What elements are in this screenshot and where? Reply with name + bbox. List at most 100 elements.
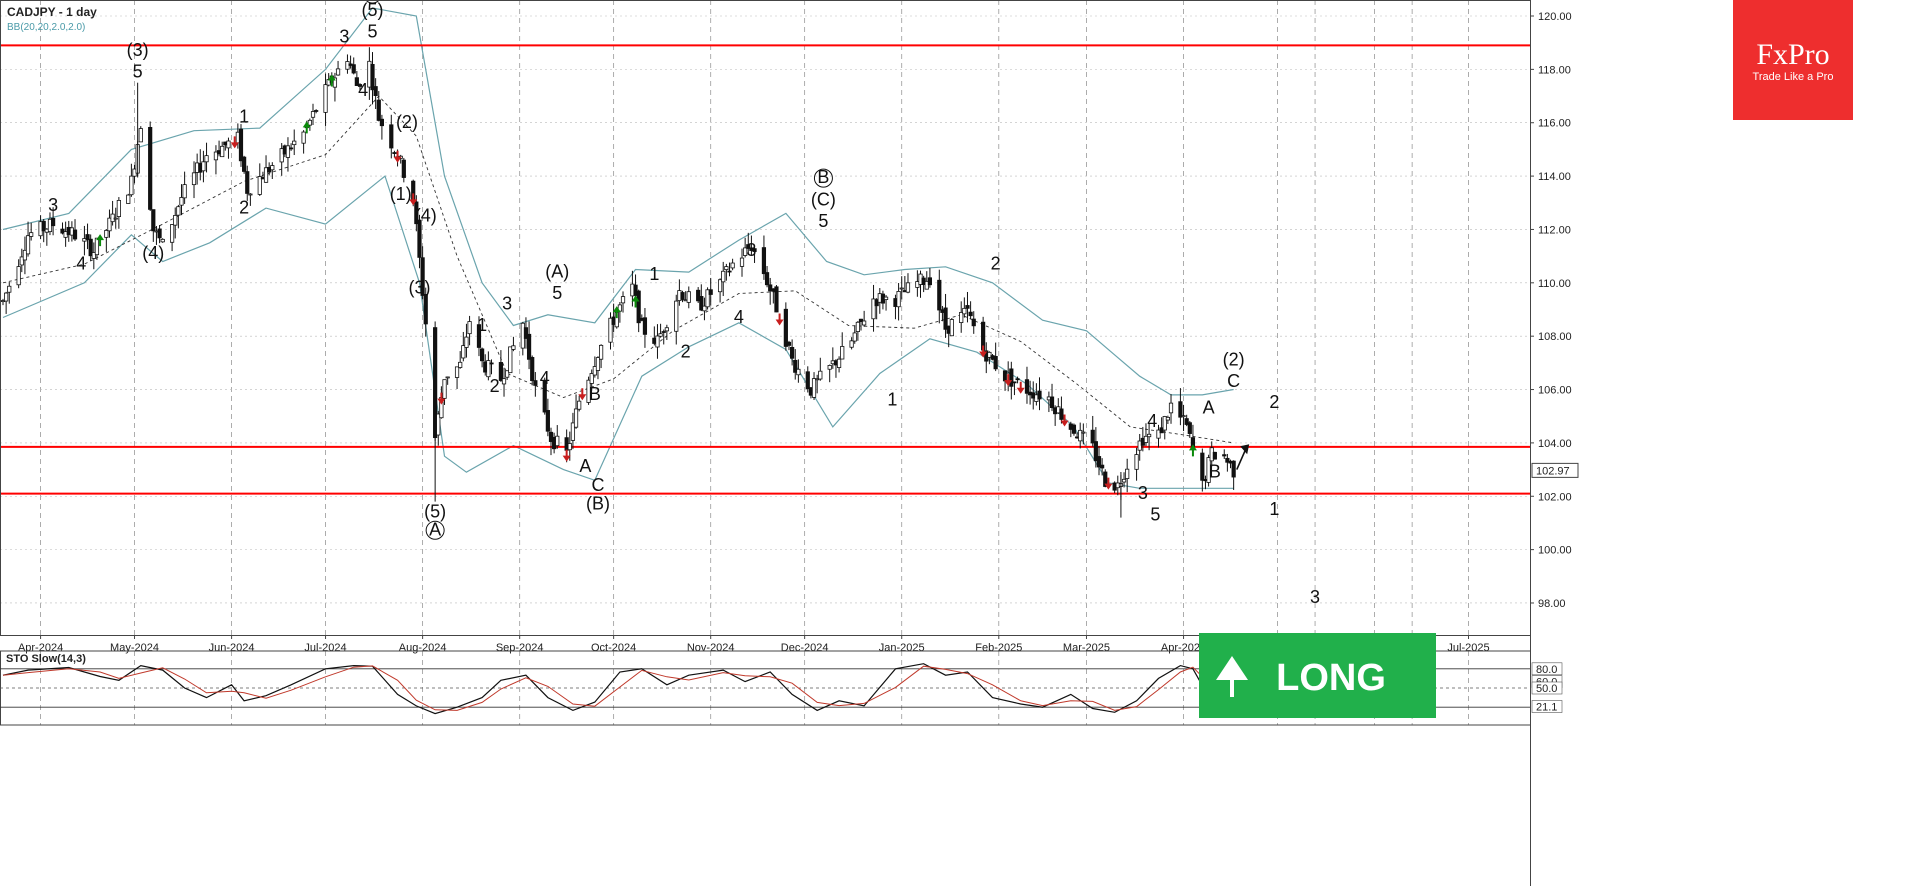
wave-label: 1	[887, 390, 897, 410]
up-signal-arrow-icon	[302, 121, 311, 134]
bb-indicator-label: BB(20,20,2.0,2.0)	[7, 22, 85, 33]
candle-body	[285, 145, 291, 158]
candle-body	[924, 280, 929, 290]
candle-body	[1009, 368, 1014, 387]
candle-body	[41, 220, 46, 232]
candle-body	[896, 291, 901, 308]
candle-body	[836, 358, 842, 368]
candle-body	[523, 327, 529, 339]
candle-body	[310, 111, 316, 118]
candle-body	[705, 289, 710, 308]
candle-body	[376, 99, 381, 121]
wave-label: A	[1203, 398, 1215, 418]
wave-label: 3	[502, 293, 512, 313]
candle-body	[458, 361, 463, 368]
candle-body	[436, 413, 441, 436]
y-tick-label: 98.00	[1538, 598, 1566, 610]
candle-body	[1206, 457, 1211, 483]
wave-label: 3	[1138, 483, 1148, 503]
candle-body	[993, 355, 998, 370]
candle-body	[201, 161, 206, 172]
candle-body	[724, 266, 729, 271]
candle-body	[129, 175, 134, 196]
candle-body	[636, 290, 641, 324]
candle-body	[464, 336, 469, 348]
candle-body	[148, 126, 153, 210]
y-tick-label: 110.00	[1538, 278, 1571, 290]
candle-body	[486, 360, 491, 378]
candle-body	[827, 365, 832, 370]
wave-label: 5	[818, 211, 828, 231]
wave-label-circled: B	[817, 167, 829, 187]
candle-body	[717, 279, 723, 293]
candle-body	[226, 140, 231, 149]
candle-body	[1100, 464, 1105, 469]
y-tick-label: 102.00	[1538, 491, 1572, 503]
wave-label: (4)	[415, 205, 437, 225]
candle-body	[257, 176, 262, 195]
candle-body	[19, 256, 24, 266]
candle-body	[680, 292, 685, 300]
y-tick-label: 100.00	[1538, 545, 1572, 557]
candle-body	[389, 124, 394, 149]
candle-body	[511, 345, 516, 350]
candle-body	[805, 371, 810, 390]
wave-label: 1	[239, 107, 249, 127]
candle-body	[786, 341, 792, 346]
bollinger-bands	[2, 7, 1234, 489]
up-signal-arrow-icon	[612, 306, 621, 319]
oscillator-right-tag	[1531, 662, 1563, 676]
oscillator-title: STO Slow(14,3)	[6, 653, 86, 665]
candle-body	[774, 286, 779, 313]
candle-body	[138, 128, 143, 143]
wave-label: 2	[1269, 392, 1279, 412]
candle-body	[29, 232, 34, 237]
x-tick-label: Feb-2025	[975, 642, 1022, 654]
candle-body	[818, 370, 823, 380]
candle-body	[858, 318, 864, 323]
candle-body	[461, 345, 466, 359]
fxpro-logo[interactable]: FxPro Trade Like a Pro	[1733, 0, 1853, 120]
candle-body	[567, 443, 572, 451]
oscillator-right-label: 21.1	[1536, 701, 1557, 713]
candle-body	[279, 148, 284, 163]
wave-labels: 34(3)5(4)123A(5)54(2)(1)(4)(3)1324(A)5BA…	[48, 0, 1320, 607]
x-tick-label: Mar-2025	[1063, 642, 1110, 654]
candle-body	[721, 270, 726, 283]
y-tick-label: 116.00	[1538, 118, 1571, 130]
candle-body	[176, 206, 181, 216]
candle-body	[1071, 424, 1077, 434]
candle-body	[1143, 435, 1149, 443]
down-signal-arrow-icon	[409, 193, 418, 206]
candle-body	[104, 229, 109, 238]
bollinger-upper-band	[2, 7, 1234, 396]
wave-label: 2	[490, 376, 500, 396]
candle-body	[790, 346, 795, 359]
candle-body	[727, 270, 732, 273]
up-arrow-icon	[1216, 656, 1248, 697]
stochastic-d-line	[2, 665, 1234, 711]
candle-body	[943, 307, 948, 330]
candle-body	[655, 335, 660, 348]
chart-title: CADJPY - 1 day	[7, 5, 97, 19]
candle-body	[752, 248, 757, 252]
candle-body	[595, 357, 601, 371]
down-signal-arrow-icon	[393, 150, 402, 163]
candle-body	[1078, 429, 1083, 442]
candle-body	[151, 209, 156, 232]
candle-body	[862, 320, 867, 326]
candle-body	[661, 331, 666, 333]
candle-body	[417, 219, 422, 258]
wave-label: B	[1209, 462, 1221, 482]
candle-body	[1125, 468, 1130, 479]
candle-body	[1093, 441, 1098, 462]
wave-label: 5	[552, 283, 562, 303]
down-signal-arrow-icon	[775, 313, 784, 326]
wave-label: 3	[746, 240, 756, 260]
candle-body	[1103, 471, 1108, 487]
candle-body	[746, 244, 751, 249]
y-tick-label: 114.00	[1538, 171, 1571, 183]
candle-body	[60, 228, 65, 234]
candle-body	[708, 289, 713, 295]
